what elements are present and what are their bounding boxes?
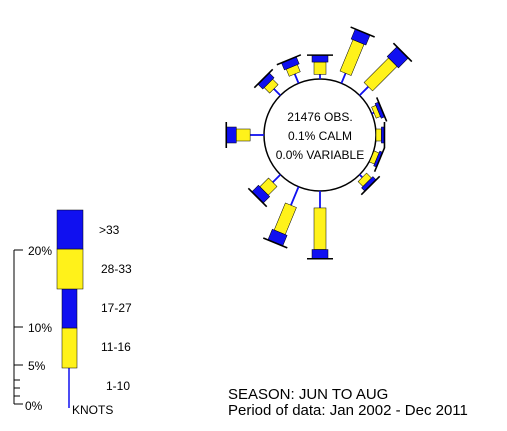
petal-end-cap [350, 26, 375, 38]
legend-bin-17-27 [61, 288, 78, 329]
petal-nw [253, 68, 282, 97]
petal-segment-11-16 [313, 61, 327, 75]
petal-segment-11-16 [273, 202, 297, 235]
petal-segment-1-10 [272, 173, 282, 183]
petal-segment-11-16 [363, 57, 398, 92]
petal-segment-1-10 [358, 173, 363, 178]
petal-ese [369, 147, 386, 172]
petal-segment-1-10 [290, 186, 300, 206]
petal-end-cap [392, 42, 413, 63]
petal-s [307, 191, 333, 260]
legend-label-28-33: 28-33 [101, 262, 132, 276]
legend-label-over-33: >33 [99, 223, 120, 237]
petal-ssw [262, 186, 300, 249]
petal-sw [247, 173, 282, 208]
calm-obs-text: 21476 OBS. [287, 110, 352, 124]
season-label: SEASON: JUN TO AUG [228, 386, 388, 403]
legend-label-17-27: 17-27 [101, 301, 132, 315]
petal-ene [371, 97, 388, 122]
petal-segment-17-27 [226, 126, 237, 144]
petal-end-cap [360, 175, 381, 196]
petal-segment-1-10 [340, 72, 347, 84]
petal-e [375, 122, 386, 148]
petal-end-cap [375, 97, 388, 122]
petal-end-cap [247, 187, 268, 208]
petal-end-cap [276, 54, 302, 66]
petal-segment-11-16 [339, 39, 365, 76]
calm-pct-text: 0.1% CALM [288, 129, 352, 143]
petal-end-cap [253, 68, 274, 89]
petals-group [225, 26, 413, 260]
petal-segment-1-10 [358, 86, 369, 97]
petal-w [225, 122, 264, 148]
legend-bin-11-16 [61, 327, 78, 369]
petal-segment-1-10 [293, 73, 300, 84]
legend-bin-over-33 [56, 209, 84, 250]
variable-pct-text: 0.0% VARIABLE [276, 148, 365, 162]
petal-end-cap [262, 237, 288, 249]
petal-ne [358, 42, 413, 97]
petal-segment-11-16 [375, 128, 382, 142]
petal-nne [339, 26, 375, 84]
legend-units-label: KNOTS [72, 403, 113, 417]
scale-label-10: 10% [28, 321, 52, 335]
scale-label-0: 0% [25, 399, 43, 413]
scale-label-5: 5% [28, 359, 46, 373]
legend-label-1-10: 1-10 [106, 379, 130, 393]
period-label: Period of data: Jan 2002 - Dec 2011 [228, 402, 468, 419]
petal-segment-1-10 [371, 111, 375, 115]
petal-segment-11-16 [313, 207, 327, 250]
petal-se [357, 172, 381, 196]
legend: 20% 10% 5% 0% >33 28-33 17-27 11-16 1-10… [13, 209, 132, 417]
petal-nnw [276, 54, 302, 84]
legend-label-11-16: 11-16 [101, 340, 131, 354]
petal-end-cap [373, 147, 386, 172]
petal-segment-17-27 [311, 54, 329, 63]
petal-n [307, 54, 333, 79]
petal-segment-17-27 [311, 249, 329, 260]
petal-segment-1-10 [273, 88, 282, 97]
scale-label-20: 20% [28, 244, 52, 258]
petal-segment-11-16 [236, 128, 251, 142]
legend-bin-28-33 [56, 248, 84, 290]
